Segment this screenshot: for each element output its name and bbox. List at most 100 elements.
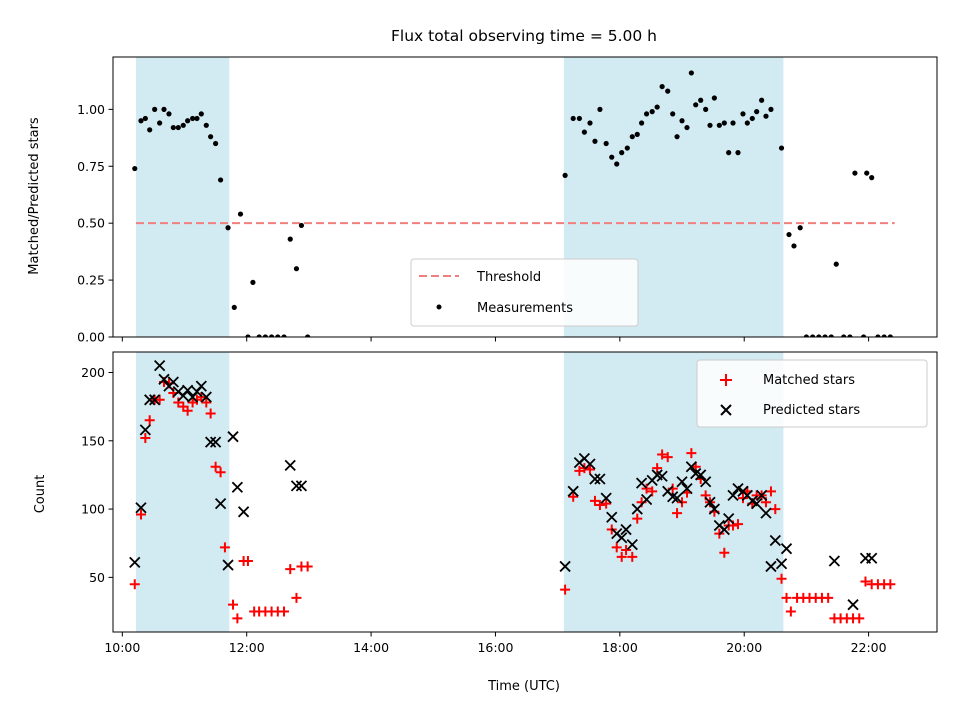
measurements-point-12 bbox=[190, 115, 196, 122]
predicted-stars-point-16 bbox=[204, 436, 217, 448]
measurements-point-83 bbox=[828, 334, 834, 337]
matched-stars-point-46 bbox=[627, 551, 638, 562]
matched-stars-point-43 bbox=[611, 542, 622, 553]
measurements-point-93 bbox=[887, 334, 893, 337]
measurements-point-75 bbox=[778, 145, 785, 151]
measurements-point-1 bbox=[138, 118, 144, 124]
measurements-point-4 bbox=[152, 106, 158, 112]
matched-stars-point-44 bbox=[616, 551, 627, 562]
bottom-x-tick-label-0: 10:00 bbox=[104, 640, 140, 655]
top-axes-frame bbox=[112, 56, 938, 338]
measurements-point-50 bbox=[654, 104, 660, 110]
predicted-stars-point-52 bbox=[695, 469, 707, 481]
measurements-point-23 bbox=[250, 279, 256, 285]
measurements-point-34 bbox=[570, 115, 576, 122]
measurements-point-48 bbox=[643, 111, 650, 117]
predicted-stars-point-47 bbox=[671, 492, 683, 504]
measurements-point-89 bbox=[864, 170, 870, 176]
top-y-tick-label-1: 0.25 bbox=[77, 273, 105, 288]
legend-predicted-label: Predicted stars bbox=[763, 403, 860, 418]
measurements-point-68 bbox=[740, 111, 746, 117]
predicted-stars-point-0 bbox=[129, 556, 141, 568]
measurements-point-90 bbox=[869, 175, 875, 181]
predicted-stars-point-17 bbox=[209, 436, 222, 448]
predicted-stars-point-32 bbox=[594, 473, 606, 485]
bottom-legend: Matched stars Predicted stars bbox=[696, 359, 928, 428]
bottom-axes-frame bbox=[112, 351, 938, 633]
matched-stars-point-16 bbox=[205, 408, 216, 419]
bottom-x-tick-label-4: 18:00 bbox=[602, 640, 638, 655]
predicted-stars-point-54 bbox=[704, 496, 716, 508]
matched-stars-point-41 bbox=[601, 498, 612, 509]
measurements-point-5 bbox=[157, 120, 163, 126]
predicted-stars-point-8 bbox=[167, 376, 179, 388]
predicted-stars-point-23 bbox=[284, 459, 296, 472]
measurements-point-69 bbox=[744, 120, 750, 126]
predicted-stars-point-22 bbox=[237, 506, 250, 518]
measurements-point-7 bbox=[166, 111, 172, 117]
predicted-stars-point-67 bbox=[765, 560, 777, 573]
predicted-stars-point-1 bbox=[135, 502, 147, 514]
predicted-stars-point-18 bbox=[214, 497, 227, 510]
measurements-point-22 bbox=[245, 334, 251, 337]
bottom-y-tick-label-2: 150 bbox=[81, 433, 105, 448]
legend-matched-label: Matched stars bbox=[763, 373, 855, 388]
measurements-point-59 bbox=[698, 97, 704, 103]
matched-stars-point-33 bbox=[302, 561, 313, 572]
measurements-point-76 bbox=[786, 231, 792, 238]
measurements-point-82 bbox=[822, 334, 828, 337]
measurements-point-8 bbox=[170, 124, 176, 131]
top-y-tick-label-0: 0.00 bbox=[77, 330, 105, 345]
legend-threshold-label: Threshold bbox=[476, 270, 541, 285]
measurements-point-66 bbox=[730, 120, 736, 126]
measurements-point-67 bbox=[735, 150, 741, 156]
measurements-point-10 bbox=[180, 122, 186, 128]
legend-measurements-label: Measurements bbox=[477, 301, 573, 316]
predicted-stars-point-74 bbox=[866, 552, 878, 564]
measurements-point-91 bbox=[875, 334, 881, 337]
measurements-point-73 bbox=[763, 113, 769, 119]
predicted-stars-point-58 bbox=[723, 512, 735, 525]
measurements-point-26 bbox=[268, 334, 275, 337]
matched-stars-point-85 bbox=[823, 592, 834, 603]
measurements-point-85 bbox=[841, 334, 847, 337]
predicted-stars-point-39 bbox=[631, 503, 643, 515]
measurements-point-13 bbox=[194, 115, 200, 122]
measurements-point-84 bbox=[833, 261, 839, 267]
predicted-stars-point-11 bbox=[181, 384, 194, 396]
matched-stars-point-76 bbox=[770, 504, 781, 515]
measurements-point-3 bbox=[147, 127, 153, 133]
matched-stars-point-35 bbox=[568, 491, 579, 502]
top-y-tick-label-2: 0.50 bbox=[77, 216, 105, 231]
measurements-point-71 bbox=[754, 109, 760, 115]
measurements-point-19 bbox=[225, 225, 231, 231]
predicted-stars-point-57 bbox=[718, 523, 730, 536]
top-shaded-interval-0 bbox=[136, 57, 230, 337]
bottom-panel: 10:00 12:00 14:00 16:00 18:00 20:00 22:00 50 100… bbox=[81, 351, 938, 655]
measurements-point-78 bbox=[797, 225, 803, 231]
measurements-point-58 bbox=[693, 102, 699, 108]
measurements-point-38 bbox=[592, 138, 598, 144]
matched-stars-point-55 bbox=[672, 508, 683, 519]
measurements-point-9 bbox=[175, 124, 181, 131]
predicted-stars-point-72 bbox=[847, 599, 859, 611]
measurements-point-63 bbox=[716, 122, 722, 128]
top-y-tick-label-4: 1.00 bbox=[77, 102, 105, 117]
measurements-point-18 bbox=[217, 177, 224, 183]
predicted-stars-point-64 bbox=[751, 497, 763, 510]
measurements-point-81 bbox=[816, 334, 822, 337]
measurements-point-79 bbox=[803, 334, 810, 337]
measurements-point-54 bbox=[674, 134, 680, 140]
measurements-point-33 bbox=[562, 172, 568, 178]
predicted-stars-point-33 bbox=[600, 492, 612, 504]
measurements-point-32 bbox=[305, 334, 311, 337]
measurements-point-41 bbox=[609, 154, 615, 160]
measurements-point-11 bbox=[185, 118, 191, 124]
measurements-point-87 bbox=[852, 170, 858, 176]
predicted-stars-point-31 bbox=[589, 473, 601, 485]
matched-stars-point-2 bbox=[140, 433, 151, 444]
bottom-legend-box bbox=[696, 359, 928, 428]
matched-stars-point-69 bbox=[737, 493, 748, 504]
predicted-stars-point-66 bbox=[760, 507, 772, 519]
bottom-y-axis-label: Count bbox=[33, 475, 48, 514]
